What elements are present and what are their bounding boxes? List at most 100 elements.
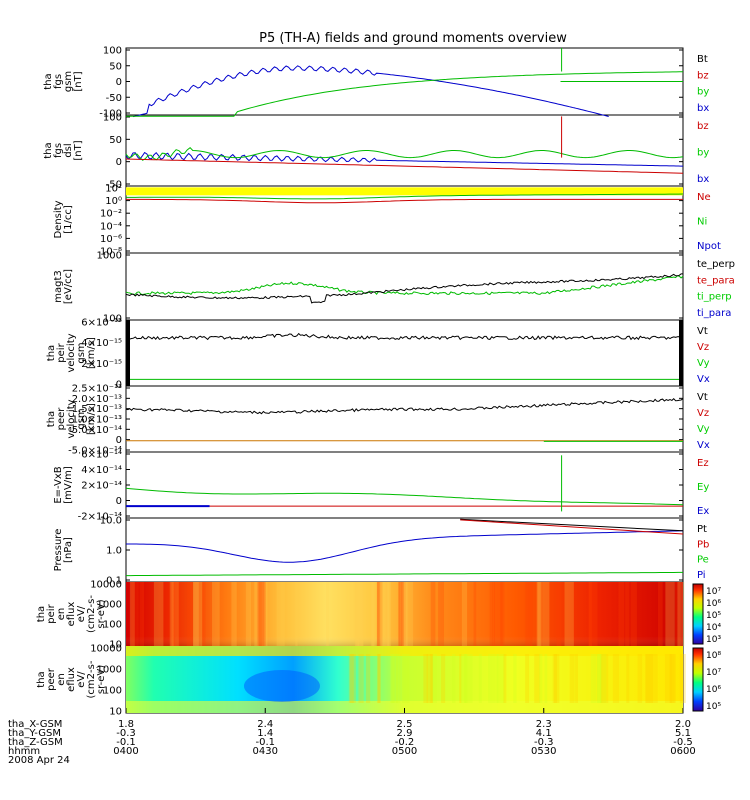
panel-ylabel: (cm2-s- — [86, 595, 97, 633]
panel-ytick-label: -50 — [106, 180, 122, 191]
panel-ytick-label: 0.1 — [106, 576, 122, 587]
trace-by-dsl — [125, 147, 684, 161]
spectrogram-ion-streak — [401, 582, 404, 646]
colorbar-tick-label: 10⁸ — [706, 651, 721, 661]
spectrogram-electron-streak — [464, 654, 468, 703]
spectrogram-ion-streak — [489, 582, 493, 646]
x-tick-label: 0500 — [392, 746, 417, 757]
trace-by — [126, 71, 683, 117]
spectrogram-ion-streak — [276, 582, 285, 646]
panel-ylabel: eV/ — [76, 605, 87, 622]
panel-ytick-label: 100 — [103, 686, 122, 697]
spectrogram-ion-streak — [257, 582, 266, 646]
panel-ytick-label: 4×10⁻¹⁴ — [81, 465, 122, 476]
panel-ytick-label: 1000 — [97, 600, 122, 611]
spectrogram-electron-streak — [459, 654, 462, 703]
panel-ytick-label: 0 — [116, 496, 122, 507]
trace-bx-dsl — [125, 151, 683, 167]
panel-ylabel: peer — [46, 667, 57, 691]
panel-legend-entry: bz — [697, 121, 709, 132]
panel-ylabel: eflux — [66, 667, 77, 692]
spectrogram-ion-streak — [588, 582, 592, 646]
spectrogram-ion-streak — [170, 582, 180, 646]
spectrogram-ion-streak — [381, 582, 392, 646]
panel-ylabel: dsl — [63, 143, 74, 157]
spectrogram-ion-streak — [380, 582, 390, 646]
trace-vt-peir — [125, 332, 684, 341]
spectrogram-ion-streak — [231, 582, 237, 646]
panel-frame — [125, 252, 684, 321]
spectrogram-electron-streak — [377, 654, 381, 703]
spectrogram-ion-streak — [525, 582, 533, 646]
panel-ylabel: eV/ — [76, 671, 87, 688]
panel-ytick-label: 2×10⁻¹⁵ — [81, 359, 122, 370]
panel-ylabel: tha — [43, 142, 54, 158]
spectrogram-electron-streak — [626, 654, 630, 703]
spectrogram-ion-streak — [556, 582, 562, 646]
panel-ylabel: sr-eV) — [96, 665, 107, 694]
spectrogram-ion-streak — [153, 582, 164, 646]
spectrogram-electron-streak — [452, 654, 456, 703]
panel-legend-entry: Ni — [697, 217, 707, 228]
spectrogram-electron-top — [126, 646, 683, 656]
spectrogram-ion-streak — [399, 582, 406, 646]
spectrogram-ion-streak — [674, 582, 681, 646]
x-tick-label: 0400 — [113, 746, 138, 757]
spectrogram-electron-streak — [391, 654, 398, 703]
panel-ylabel: Pressure — [53, 529, 64, 572]
spectrogram-ion-streak — [202, 582, 206, 646]
spectrogram-electron-streak — [426, 654, 434, 703]
panel-legend-entry: Vz — [697, 408, 709, 419]
colorbar — [692, 647, 704, 712]
panel-legend-entry: Vx — [697, 440, 710, 451]
panel-ylabel: tha — [46, 411, 57, 427]
spectrogram-electron-streak — [637, 654, 643, 703]
spectrogram-electron-streak — [441, 654, 446, 703]
colorbar — [692, 583, 704, 645]
panel-frame — [125, 451, 684, 519]
spectrogram-ion-streak — [564, 582, 574, 646]
panel-legend-entry: te_para — [697, 275, 735, 286]
spectrogram-ion-streak — [172, 582, 175, 646]
panel-legend-entry: by — [697, 148, 709, 159]
spectrogram-electron-streak — [432, 654, 437, 703]
spectrogram-ion-streak — [402, 582, 408, 646]
spectrogram-ion-streak — [357, 582, 364, 646]
panel-ylabel: [nT] — [73, 140, 84, 160]
spectrogram-ion-streak — [245, 582, 251, 646]
panel-legend-entry: ti_perp — [697, 292, 732, 303]
spectrogram-electron-streak — [590, 654, 597, 703]
panel-ytick-label: 100 — [103, 620, 122, 631]
trace-pe — [126, 571, 683, 577]
trace-te-perp — [125, 273, 683, 304]
spectrogram-electron-streak — [552, 654, 558, 703]
panel-ytick-label: 2.0×10⁻¹³ — [72, 394, 122, 405]
panel-ylabel: [1/cc] — [63, 205, 74, 234]
x-tick-label: 2.0 — [675, 719, 691, 730]
x-row-label: 2008 Apr 24 — [8, 755, 70, 766]
spectrogram-ion-streak — [537, 582, 543, 646]
x-tick-label: -0.5 — [673, 737, 693, 748]
spectrogram-ion-streak — [397, 582, 401, 646]
trace-npot-band — [126, 187, 683, 196]
spectrogram-electron-streak — [525, 654, 530, 703]
spectrogram-electron-streak — [652, 654, 658, 703]
x-tick-label: 0600 — [670, 746, 695, 757]
colorbar-tick-label: 10⁷ — [706, 668, 721, 678]
spectrogram-ion-streak — [677, 582, 685, 646]
colorbar-tick-label: 10⁵ — [706, 702, 721, 712]
panel-ytick-label: 100 — [103, 314, 122, 325]
panel-ytick-label: -50 — [106, 93, 122, 104]
x-row-label: tha_Y-GSM — [8, 728, 61, 739]
panel-legend-entry: Ey — [697, 482, 709, 493]
panel-ylabel: [nT] — [73, 71, 84, 91]
spectrogram-electron-streak — [460, 654, 467, 703]
panel-legend-entry: Vt — [697, 392, 708, 403]
panel-legend-entry: ti_para — [697, 308, 731, 319]
panel-legend-entry: bz — [697, 70, 709, 81]
spectrogram-electron-streak — [599, 654, 607, 703]
trace-ti-perp — [125, 275, 684, 296]
panel-ylabel: [mV/m] — [63, 466, 74, 504]
